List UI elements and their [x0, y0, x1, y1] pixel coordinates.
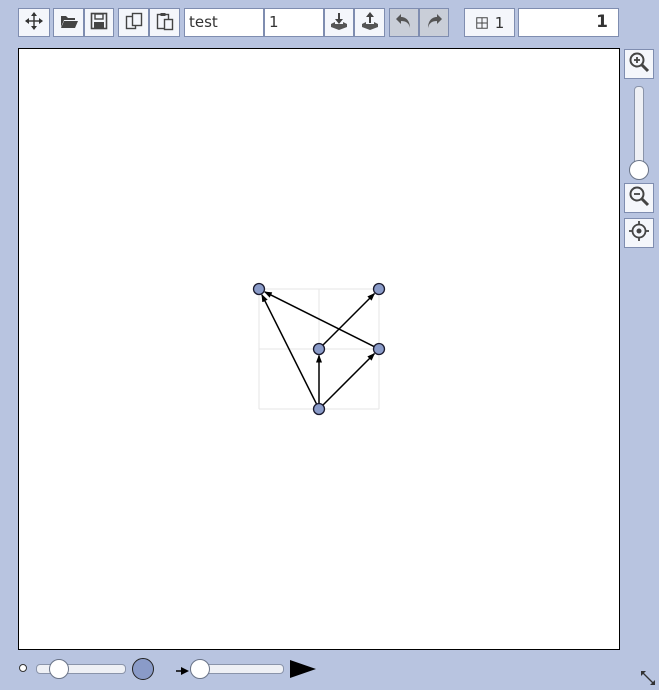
copy-icon — [124, 11, 144, 35]
undo-button[interactable] — [389, 8, 419, 37]
resize-icon[interactable] — [640, 670, 656, 690]
paste-icon — [155, 11, 175, 35]
folder-open-icon — [59, 11, 79, 35]
grid-icon — [475, 16, 489, 30]
node-size-slider-knob[interactable] — [48, 659, 69, 679]
graph-canvas[interactable] — [18, 48, 620, 650]
small-node-icon — [19, 664, 27, 672]
move-button[interactable] — [18, 8, 50, 37]
layer-label: 1 — [494, 13, 505, 32]
index-field[interactable]: 1 — [264, 8, 324, 37]
export-icon — [360, 11, 380, 35]
save-button[interactable] — [84, 8, 114, 37]
large-arrow-icon — [290, 659, 316, 683]
graph-edge[interactable] — [322, 292, 376, 346]
open-button[interactable] — [53, 8, 84, 37]
paste-button[interactable] — [149, 8, 180, 37]
node-size-slider[interactable] — [36, 664, 126, 674]
save-icon — [89, 11, 109, 35]
graph-view[interactable] — [19, 49, 619, 649]
graph-node[interactable] — [312, 342, 326, 356]
import-button[interactable] — [324, 8, 354, 37]
zoom-out-icon — [628, 185, 650, 211]
redo-button[interactable] — [419, 8, 449, 37]
graph-edge[interactable] — [322, 352, 376, 406]
zoom-in-button[interactable] — [624, 49, 654, 79]
graph-node[interactable] — [252, 282, 266, 296]
graph-edge[interactable] — [263, 291, 375, 348]
zoom-out-button[interactable] — [624, 183, 654, 213]
graph-node[interactable] — [312, 402, 326, 416]
value-field[interactable]: 1 — [518, 8, 619, 37]
center-view-button[interactable] — [624, 218, 654, 248]
graph-edge[interactable] — [261, 293, 318, 405]
zoom-slider-knob[interactable] — [629, 160, 649, 180]
move-icon — [24, 11, 44, 35]
graph-node[interactable] — [372, 282, 386, 296]
arrow-size-slider-knob[interactable] — [189, 659, 210, 679]
name-field[interactable]: test — [184, 8, 264, 37]
import-icon — [329, 11, 349, 35]
undo-icon — [394, 11, 414, 35]
redo-icon — [424, 11, 444, 35]
zoom-in-icon — [628, 51, 650, 77]
small-arrow-icon — [176, 662, 190, 681]
graph-node[interactable] — [372, 342, 386, 356]
layer-button[interactable]: 1 — [464, 8, 515, 37]
export-button[interactable] — [354, 8, 385, 37]
copy-button[interactable] — [118, 8, 149, 37]
large-node-icon — [132, 658, 154, 680]
crosshair-icon — [628, 220, 650, 246]
